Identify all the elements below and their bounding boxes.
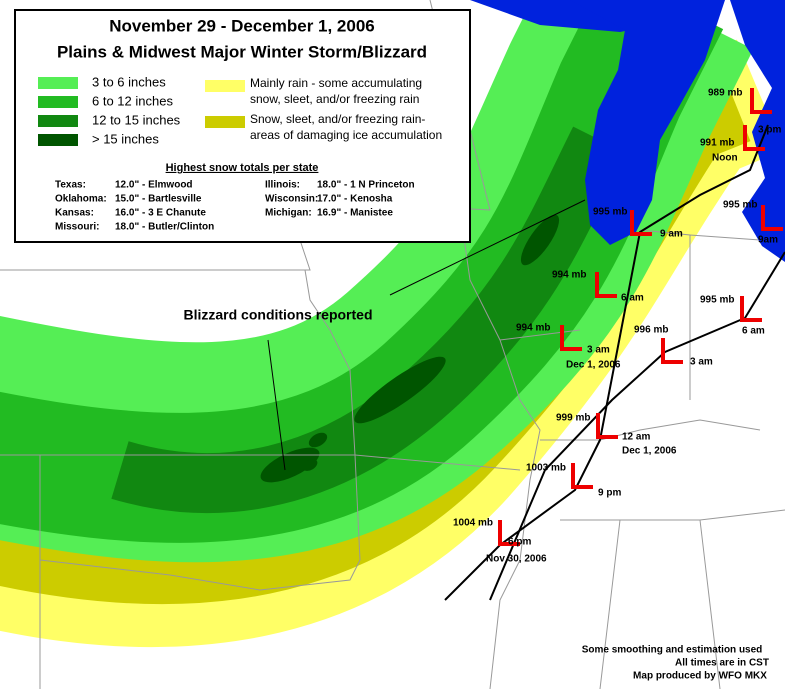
low-label: 9am xyxy=(758,235,778,246)
snow-total: 15.0" - Bartlesville xyxy=(115,194,202,205)
low-label: Noon xyxy=(712,153,738,164)
state-name: Michigan: xyxy=(265,208,312,219)
low-label: 9 am xyxy=(660,229,683,240)
low-label: 6 am xyxy=(742,326,765,337)
state-name: Oklahoma: xyxy=(55,194,107,205)
legend-label: > 15 inches xyxy=(92,131,159,146)
low-label: Dec 1, 2006 xyxy=(566,360,621,371)
low-marker xyxy=(740,296,762,322)
legend-swatch xyxy=(38,96,78,108)
state-name: Wisconsin: xyxy=(265,194,318,205)
low-label: 1004 mb xyxy=(453,518,493,529)
track-line xyxy=(489,251,785,601)
totals-heading: Highest snow totals per state xyxy=(166,162,319,174)
legend-label: areas of damaging ice accumulation xyxy=(250,128,442,142)
low-centers: 1004 mb 6 pm Nov 30, 2006 1003 mb 9 pm 999 mb… xyxy=(453,88,783,565)
low-label: 6 am xyxy=(621,293,644,304)
low-label: 999 mb xyxy=(556,413,590,424)
legend-label: Mainly rain - some accumulating xyxy=(250,76,422,90)
legend-box: November 29 - December 1, 2006 Plains & … xyxy=(14,9,471,243)
legend-label: 12 to 15 inches xyxy=(92,112,181,127)
low-label: 989 mb xyxy=(708,88,742,99)
low-label: 1003 mb xyxy=(526,463,566,474)
low-label: 3 am xyxy=(690,357,713,368)
state-name: Illinois: xyxy=(265,180,300,191)
lake-huron xyxy=(730,0,785,262)
low-label: 995 mb xyxy=(593,207,627,218)
snow-total: 12.0" - Elmwood xyxy=(115,180,193,191)
snow-core xyxy=(308,432,328,448)
pointer-line xyxy=(267,199,586,471)
legend-swatch xyxy=(38,115,78,127)
lakes xyxy=(470,0,785,262)
title: November 29 - December 1, 2006 xyxy=(109,16,375,35)
low-label: Nov 30, 2006 xyxy=(486,554,547,565)
low-marker xyxy=(595,272,617,298)
low-marker xyxy=(498,520,520,546)
title: Plains & Midwest Major Winter Storm/Bliz… xyxy=(57,42,427,61)
legend-label: 6 to 12 inches xyxy=(92,93,173,108)
legend-swatch xyxy=(205,80,245,92)
low-label: 995 mb xyxy=(723,200,757,211)
snow-core xyxy=(302,459,318,471)
legend-swatch xyxy=(205,116,245,128)
snow-core xyxy=(520,214,560,266)
snow-total: 18.0" - Butler/Clinton xyxy=(115,222,214,233)
low-marker xyxy=(596,413,618,439)
state-name: Texas: xyxy=(55,180,86,191)
legend-label: snow, sleet, and/or freezing rain xyxy=(250,92,419,106)
snow-total: 18.0" - 1 N Princeton xyxy=(317,180,415,191)
legend-swatch xyxy=(38,134,78,146)
low-label: 995 mb xyxy=(700,295,734,306)
footer: Some smoothing and estimation used xyxy=(582,645,763,656)
low-label: 3 am xyxy=(587,345,610,356)
snow-total: 16.0" - 3 E Chanute xyxy=(115,208,206,219)
low-label: 994 mb xyxy=(552,270,586,281)
lake-michigan xyxy=(570,0,725,245)
footer: All times are in CST xyxy=(675,658,769,669)
state-name: Kansas: xyxy=(55,208,94,219)
low-label: 6 pm xyxy=(508,537,531,548)
low-label: 994 mb xyxy=(516,323,550,334)
snow-band xyxy=(111,126,627,513)
storm-tracks xyxy=(267,124,785,601)
legend-swatch xyxy=(38,77,78,89)
snow-core xyxy=(354,356,446,424)
low-marker xyxy=(761,205,783,231)
low-label: 3 pm xyxy=(758,125,781,136)
snow-total: 17.0" - Kenosha xyxy=(317,194,393,205)
low-label: 12 am xyxy=(622,432,650,443)
low-marker xyxy=(630,210,652,236)
snow-total: 16.9" - Manistee xyxy=(317,208,393,219)
low-label: 9 pm xyxy=(598,488,621,499)
snow-core xyxy=(260,447,320,483)
low-marker xyxy=(571,463,593,489)
low-marker xyxy=(560,325,582,351)
footer: Map produced by WFO MKX xyxy=(633,671,767,682)
state-name: Missouri: xyxy=(55,222,99,233)
low-label: 991 mb xyxy=(700,138,734,149)
low-marker xyxy=(750,88,772,114)
legend-label: 3 to 6 inches xyxy=(92,74,166,89)
low-label: 996 mb xyxy=(634,325,668,336)
annotation: Blizzard conditions reported xyxy=(183,307,372,323)
legend-label: Snow, sleet, and/or freezing rain- xyxy=(250,112,425,126)
low-marker xyxy=(743,125,765,151)
low-label: Dec 1, 2006 xyxy=(622,446,677,457)
low-marker xyxy=(661,338,683,364)
track-line xyxy=(444,124,769,601)
